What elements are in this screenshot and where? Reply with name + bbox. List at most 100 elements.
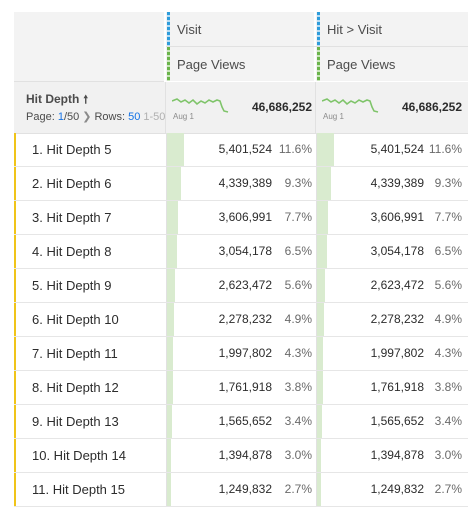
page-total: /50	[63, 111, 80, 123]
metric-color-bar	[317, 47, 320, 81]
metric-percent: 9.3%	[434, 176, 462, 190]
sparkline-chart[interactable]	[322, 91, 380, 113]
metric-cell[interactable]: 2,278,232 4.9%	[316, 303, 468, 336]
share-bar	[317, 371, 323, 404]
metric-value: 3,054,178	[218, 244, 272, 258]
metric-value: 3,606,991	[218, 210, 272, 224]
metric-value: 2,278,232	[370, 312, 424, 326]
metric-cell[interactable]: 2,623,472 5.6%	[316, 269, 468, 302]
row-label[interactable]: 6. Hit Depth 10	[32, 312, 119, 327]
metric-cell[interactable]: 5,401,524 11.6%	[166, 133, 316, 166]
metric-cell[interactable]: 5,401,524 11.6%	[316, 133, 468, 166]
metric-cell[interactable]: 4,339,389 9.3%	[166, 167, 316, 200]
sparkline-chart[interactable]	[172, 91, 230, 113]
table-row[interactable]: 3. Hit Depth 7 3,606,991 7.7% 3,606,991 7.7%	[14, 201, 468, 235]
metric-cell[interactable]: 3,054,178 6.5%	[316, 235, 468, 268]
row-label[interactable]: 10. Hit Depth 14	[32, 448, 126, 463]
metric-cell[interactable]: 1,394,878 3.0%	[316, 439, 468, 472]
row-label[interactable]: 4. Hit Depth 8	[32, 244, 112, 259]
row-label[interactable]: 7. Hit Depth 11	[32, 346, 118, 361]
metric-header-page-views-2[interactable]: Page Views	[316, 47, 468, 81]
metric-cell[interactable]: 1,997,802 4.3%	[166, 337, 316, 370]
table-row[interactable]: 1. Hit Depth 5 5,401,524 11.6% 5,401,524 11.…	[14, 133, 468, 167]
metric-cell[interactable]: 1,761,918 3.8%	[166, 371, 316, 404]
row-marker	[14, 167, 16, 200]
row-label[interactable]: 5. Hit Depth 9	[32, 278, 112, 293]
share-bar	[317, 167, 331, 200]
row-marker	[14, 201, 16, 234]
metric-cell[interactable]: 1,565,652 3.4%	[166, 405, 316, 438]
metric-cell[interactable]: 1,761,918 3.8%	[316, 371, 468, 404]
metric-cell[interactable]: 3,054,178 6.5%	[166, 235, 316, 268]
metric-cell[interactable]: 1,394,878 3.0%	[166, 439, 316, 472]
metric-percent: 3.0%	[434, 448, 462, 462]
metric-cell[interactable]: 2,623,472 5.6%	[166, 269, 316, 302]
table-row[interactable]: 9. Hit Depth 13 1,565,652 3.4% 1,565,652 3.4…	[14, 405, 468, 439]
metric-value: 5,401,524	[218, 142, 272, 156]
metric-cell[interactable]: 3,606,991 7.7%	[316, 201, 468, 234]
page-current[interactable]: 1	[57, 111, 64, 123]
table-row[interactable]: 8. Hit Depth 12 1,761,918 3.8% 1,761,918 3.8…	[14, 371, 468, 405]
metric-value: 2,623,472	[370, 278, 424, 292]
share-bar	[317, 235, 327, 268]
row-marker	[14, 439, 16, 472]
rows-value[interactable]: 50	[128, 111, 141, 123]
chevron-right-icon[interactable]: ❯	[82, 111, 92, 123]
metric-percent: 5.6%	[284, 278, 312, 292]
table-row[interactable]: 10. Hit Depth 14 1,394,878 3.0% 1,394,878 3.…	[14, 439, 468, 473]
metric-percent: 3.8%	[434, 380, 462, 394]
table-row[interactable]: 7. Hit Depth 11 1,997,802 4.3% 1,997,802 4.3…	[14, 337, 468, 371]
row-marker	[14, 371, 16, 404]
arrow-up-icon[interactable]: 🠕	[83, 94, 89, 106]
sparkline-date: Aug 1	[173, 112, 194, 121]
metric-percent: 4.9%	[284, 312, 312, 326]
dimension-title[interactable]: Hit Depth 🠕	[26, 91, 88, 110]
metric-value: 3,606,991	[370, 210, 424, 224]
metric-value: 4,339,389	[370, 176, 424, 190]
share-bar	[167, 235, 177, 268]
table-row[interactable]: 11. Hit Depth 15 1,249,832 2.7% 1,249,832 2.…	[14, 473, 468, 507]
table-row[interactable]: 6. Hit Depth 10 2,278,232 4.9% 2,278,232 4.9…	[14, 303, 468, 337]
metric-cell[interactable]: 2,278,232 4.9%	[166, 303, 316, 336]
table-row[interactable]: 4. Hit Depth 8 3,054,178 6.5% 3,054,178 6.5%	[14, 235, 468, 269]
row-label[interactable]: 9. Hit Depth 13	[32, 414, 119, 429]
row-label[interactable]: 11. Hit Depth 15	[32, 482, 125, 497]
metric-label: Page Views	[327, 56, 396, 72]
metric-percent: 2.7%	[434, 482, 462, 496]
table-row[interactable]: 2. Hit Depth 6 4,339,389 9.3% 4,339,389 9.3%	[14, 167, 468, 201]
segment-header-hit-visit[interactable]: Hit > Visit	[316, 12, 468, 46]
row-label[interactable]: 8. Hit Depth 12	[32, 380, 119, 395]
metric-value: 1,565,652	[218, 414, 272, 428]
metric-value: 1,249,832	[218, 482, 272, 496]
row-marker	[14, 269, 16, 302]
metric-percent: 3.0%	[284, 448, 312, 462]
metric-value: 1,997,802	[218, 346, 272, 360]
metric-value: 1,997,802	[370, 346, 424, 360]
metric-cell[interactable]: 1,249,832 2.7%	[166, 473, 316, 506]
row-label[interactable]: 3. Hit Depth 7	[32, 210, 112, 225]
row-range: 1-50	[143, 111, 166, 123]
metric-value: 1,249,832	[370, 482, 424, 496]
row-label[interactable]: 1. Hit Depth 5	[32, 142, 112, 157]
metric-color-bar	[167, 47, 170, 81]
header-divider	[166, 46, 468, 47]
segment-label: Visit	[177, 21, 202, 37]
metric-percent: 3.8%	[284, 380, 312, 394]
share-bar	[317, 269, 325, 302]
metric-value: 2,623,472	[218, 278, 272, 292]
metric-percent: 11.6%	[278, 142, 312, 156]
share-bar	[167, 439, 171, 472]
segment-header-visit[interactable]: Visit	[166, 12, 314, 46]
metric-cell[interactable]: 1,249,832 2.7%	[316, 473, 468, 506]
metric-cell[interactable]: 1,565,652 3.4%	[316, 405, 468, 438]
metric-cell[interactable]: 1,997,802 4.3%	[316, 337, 468, 370]
metric-header-page-views[interactable]: Page Views	[166, 47, 314, 81]
metric-cell[interactable]: 4,339,389 9.3%	[316, 167, 468, 200]
metric-cell[interactable]: 3,606,991 7.7%	[166, 201, 316, 234]
row-label[interactable]: 2. Hit Depth 6	[32, 176, 112, 191]
page-label: Page:	[26, 111, 55, 123]
table-row[interactable]: 5. Hit Depth 9 2,623,472 5.6% 2,623,472 5.6%	[14, 269, 468, 303]
share-bar	[317, 133, 334, 166]
metric-percent: 4.3%	[434, 346, 462, 360]
